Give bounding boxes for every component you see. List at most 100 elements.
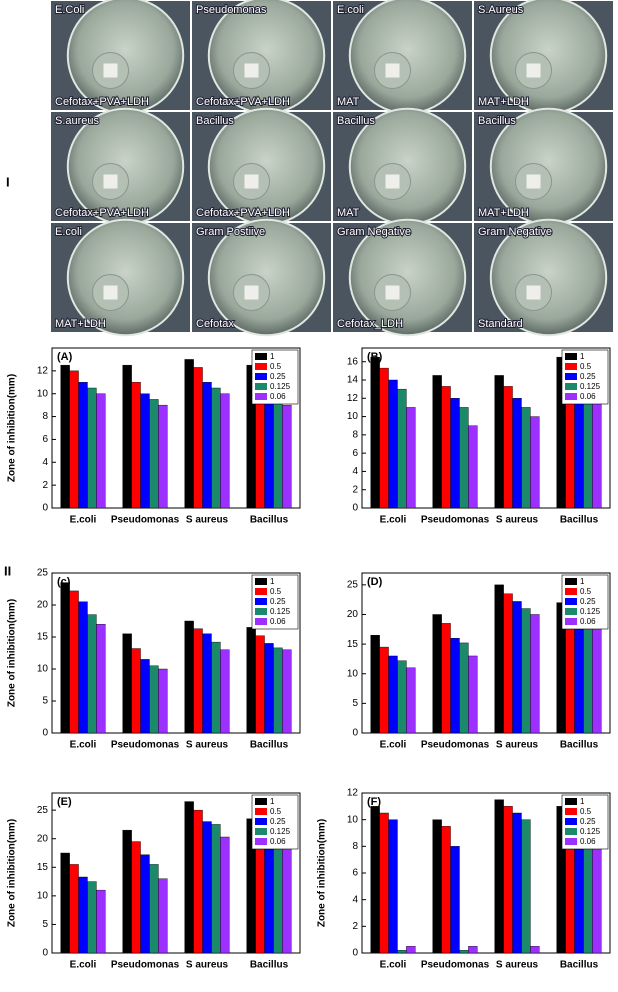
panel-label: II [4, 563, 11, 578]
legend-label: 0.06 [580, 837, 596, 846]
bar [193, 628, 203, 734]
tile-title: Gram Postiive [196, 226, 265, 238]
legend-label: 0.5 [270, 362, 282, 371]
legend-swatch [565, 818, 577, 825]
x-tick-label: Pseudomonas [111, 960, 180, 971]
bar [87, 881, 97, 954]
legend-label: 1 [270, 352, 275, 361]
bar [583, 620, 593, 734]
bar [140, 393, 150, 509]
x-tick-label: S aureus [496, 740, 539, 751]
legend-label: 0.06 [580, 392, 596, 401]
disc [526, 285, 541, 300]
tile-title: Bacillus [478, 115, 516, 127]
bar [370, 635, 380, 734]
bar [122, 364, 132, 509]
chart-title: (D) [367, 576, 383, 588]
bar [521, 819, 531, 954]
bar [122, 829, 132, 954]
bar [273, 399, 283, 509]
disc [103, 174, 118, 189]
tile-title: Gram Negative [337, 226, 411, 238]
bar [459, 407, 469, 509]
x-tick-label: Pseudomonas [421, 740, 490, 751]
bar [432, 614, 442, 734]
bar [432, 819, 442, 954]
tile-caption: Cefotax+PVA+LDH [196, 207, 290, 219]
legend-swatch [255, 798, 267, 805]
legend-label: 0.125 [270, 607, 291, 616]
bar [220, 649, 230, 734]
bar [397, 388, 407, 509]
y-tick-label: 5 [42, 919, 48, 930]
y-axis-label: Zone of inhibition(mm) [7, 374, 18, 482]
x-tick-label: Bacillus [250, 740, 289, 751]
tile-title: S.Aureus [478, 4, 524, 16]
y-tick-label: 6 [352, 448, 358, 459]
legend-label: 0.25 [580, 817, 596, 826]
x-tick-label: E.coli [70, 515, 97, 526]
bar [441, 623, 451, 734]
tile-caption: Cefotax [196, 318, 234, 330]
bar [521, 608, 531, 734]
y-tick-label: 6 [42, 434, 48, 445]
y-tick-label: 5 [352, 698, 358, 709]
bar [184, 620, 194, 734]
bar [87, 614, 97, 734]
legend-swatch [255, 808, 267, 815]
bar [282, 649, 292, 734]
legend-swatch [565, 353, 577, 360]
bar [211, 641, 221, 734]
legend-label: 0.5 [270, 587, 282, 596]
petri-dish [489, 218, 608, 337]
tile-title: Bacillus [196, 115, 234, 127]
y-tick-label: 6 [352, 868, 358, 879]
y-tick-label: 10 [347, 668, 359, 679]
y-tick-label: 4 [352, 466, 358, 477]
bar [530, 614, 540, 734]
y-tick-label: 2 [352, 921, 358, 932]
x-tick-label: Bacillus [560, 960, 599, 971]
bar [441, 386, 451, 509]
legend-swatch [565, 608, 577, 615]
legend-label: 0.125 [580, 827, 601, 836]
legend-swatch [255, 828, 267, 835]
bar [158, 878, 168, 954]
legend-label: 1 [580, 797, 585, 806]
legend-label: 0.5 [580, 807, 592, 816]
bar [184, 801, 194, 954]
bar [78, 382, 88, 509]
legend-swatch [565, 393, 577, 400]
bar [468, 655, 478, 734]
tile-caption: Cefotax+PVA+LDH [196, 96, 290, 108]
legend-label: 0.125 [580, 382, 601, 391]
bar [370, 806, 380, 954]
y-tick-label: 10 [347, 411, 359, 422]
bar [211, 387, 221, 509]
petri-dish [348, 0, 467, 115]
x-tick-label: S aureus [186, 960, 229, 971]
bar [69, 370, 79, 509]
legend-swatch [255, 588, 267, 595]
bar [592, 626, 602, 734]
bar [494, 375, 504, 509]
legend-label: 0.25 [580, 372, 596, 381]
y-tick-label: 0 [42, 948, 48, 959]
legend-swatch [255, 373, 267, 380]
x-tick-label: E.coli [380, 515, 407, 526]
legend-label: 0.5 [270, 807, 282, 816]
y-tick-label: 10 [37, 388, 49, 399]
bar [406, 667, 416, 734]
bar [583, 386, 593, 509]
x-tick-label: Pseudomonas [421, 960, 490, 971]
bar [193, 809, 203, 954]
tile-caption: Standard [478, 318, 523, 330]
bar [450, 398, 460, 509]
legend-swatch [255, 838, 267, 845]
bar [202, 821, 212, 954]
bar [149, 665, 159, 734]
tile-caption: Cefotax+PVA+LDH [55, 207, 149, 219]
y-tick-label: 20 [37, 600, 49, 611]
bar [96, 393, 106, 509]
